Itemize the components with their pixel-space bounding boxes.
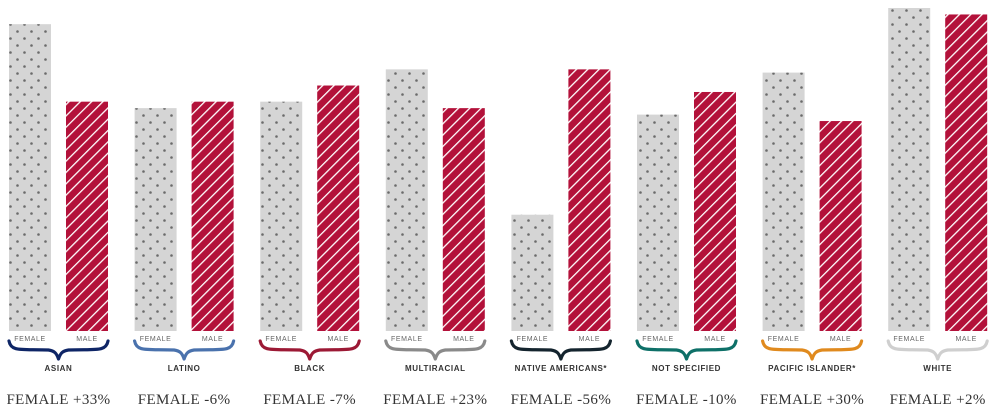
category-label: MULTIRACIAL [405, 364, 466, 373]
female-bar [260, 101, 303, 331]
male-bar-label: MALE [955, 336, 976, 343]
female-bar [9, 24, 51, 332]
female-bar [637, 114, 679, 331]
difference-label: FEMALE +23% [383, 392, 487, 408]
bar-group: FEMALE MALE PACIFIC ISLANDER* FEMALE +30% [760, 72, 864, 408]
male-bar [191, 101, 234, 331]
category-brace [384, 339, 487, 361]
female-bar-label: FEMALE [768, 336, 800, 343]
male-bar-label: MALE [579, 336, 600, 343]
male-bar-label: MALE [830, 336, 851, 343]
female-bar [385, 69, 428, 332]
female-bar [134, 108, 177, 331]
category-brace [133, 339, 236, 361]
category-label: PACIFIC ISLANDER* [768, 364, 856, 373]
female-bar [511, 214, 554, 331]
difference-label: FEMALE -7% [263, 392, 356, 408]
difference-label: FEMALE +30% [760, 392, 864, 408]
bar-group: FEMALE MALE LATINO FEMALE -6% [133, 101, 236, 408]
female-bar-label: FEMALE [140, 336, 172, 343]
category-label: ASIAN [45, 364, 73, 373]
male-bar [66, 101, 108, 331]
male-bar-label: MALE [76, 336, 97, 343]
category-label: WHITE [923, 364, 952, 373]
category-brace [635, 339, 738, 361]
category-label: LATINO [168, 364, 201, 373]
male-bar [945, 14, 988, 332]
difference-label: FEMALE +2% [890, 392, 986, 408]
male-bar [568, 69, 611, 332]
bar-group: FEMALE MALE NATIVE AMERICANS* FEMALE -56% [509, 69, 612, 408]
female-bar-label: FEMALE [517, 336, 549, 343]
bar-group: FEMALE MALE WHITE FEMALE +2% [886, 8, 989, 408]
female-bar-label: FEMALE [893, 336, 925, 343]
difference-label: FEMALE -10% [636, 392, 737, 408]
female-bar [888, 8, 931, 331]
category-brace [761, 339, 864, 361]
difference-label: FEMALE +33% [6, 392, 110, 408]
male-bar [819, 121, 862, 331]
category-label: BLACK [294, 364, 325, 373]
category-brace [509, 339, 612, 361]
difference-label: FEMALE -56% [511, 392, 612, 408]
female-bar [762, 72, 805, 331]
female-bar-label: FEMALE [14, 336, 46, 343]
bar-group: FEMALE MALE ASIAN FEMALE +33% [6, 24, 110, 408]
category-brace [886, 339, 989, 361]
male-bar-label: MALE [704, 336, 725, 343]
difference-label: FEMALE -6% [138, 392, 231, 408]
male-bar-label: MALE [453, 336, 474, 343]
bar-group: FEMALE MALE NOT SPECIFIED FEMALE -10% [635, 91, 738, 408]
male-bar [317, 85, 360, 332]
male-bar [442, 108, 485, 331]
category-label: NOT SPECIFIED [652, 364, 721, 373]
category-label: NATIVE AMERICANS* [515, 364, 608, 373]
male-bar [694, 91, 736, 331]
female-bar-label: FEMALE [265, 336, 297, 343]
male-bar-label: MALE [327, 336, 348, 343]
female-bar-label: FEMALE [642, 336, 674, 343]
bar-group: FEMALE MALE MULTIRACIAL FEMALE +23% [383, 69, 487, 408]
category-brace [258, 339, 361, 361]
male-bar-label: MALE [202, 336, 223, 343]
bar-group: FEMALE MALE BLACK FEMALE -7% [258, 85, 361, 408]
category-brace [7, 339, 110, 361]
female-bar-label: FEMALE [391, 336, 423, 343]
